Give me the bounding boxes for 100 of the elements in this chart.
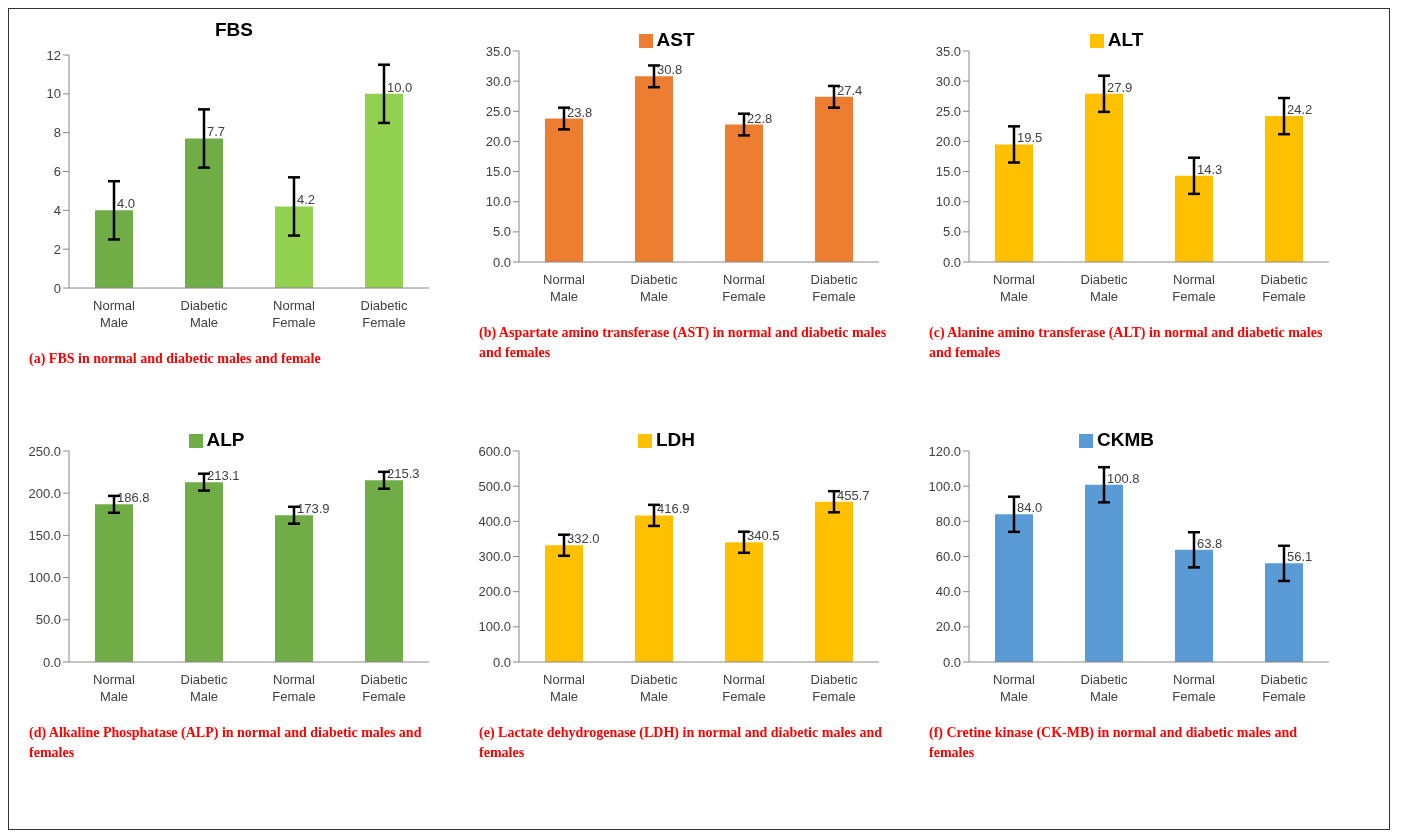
bar (635, 76, 673, 262)
data-label: 215.3 (387, 466, 420, 482)
y-tick-label: 10.0 (485, 194, 511, 210)
x-tick-label: Diabetic Male (1080, 272, 1128, 304)
y-tick-label: 25.0 (935, 103, 961, 119)
y-tick-label: 15.0 (485, 164, 511, 180)
bar (1175, 549, 1213, 662)
text: (c) Alanine amino transferase (ALT) in normal and diabetic males and females (928, 324, 1324, 362)
y-tick-label: 600.0 (478, 443, 511, 459)
x-tick-label: Normal Male (993, 272, 1036, 304)
bar (1265, 563, 1303, 662)
bar (95, 210, 133, 288)
y-tick-label: 10 (46, 86, 61, 102)
text: (a) FBS in normal and diabetic males and female (28, 350, 322, 368)
y-tick-label: 60.0 (935, 549, 961, 565)
bar (995, 514, 1033, 662)
x-tick-label: Diabetic Female (810, 272, 858, 304)
bar (1175, 175, 1213, 262)
legend-label: ALP (206, 429, 245, 450)
y-tick-label: 0.0 (942, 654, 961, 670)
x-tick-label: Normal Male (993, 672, 1036, 704)
data-label: 340.5 (747, 528, 780, 544)
y-tick-label: 4 (53, 202, 61, 218)
data-label: 416.9 (657, 501, 690, 517)
x-tick-label: Diabetic Male (180, 672, 228, 704)
y-tick-label: 0.0 (492, 254, 511, 270)
y-tick-label: 0.0 (492, 654, 511, 670)
y-tick-label: 20.0 (485, 134, 511, 150)
y-tick-label: 150.0 (28, 528, 61, 544)
data-label: 56.1 (1287, 549, 1313, 565)
bar (545, 118, 583, 262)
x-tick-label: Diabetic Male (630, 272, 678, 304)
y-tick-label: 100.0 (928, 478, 961, 494)
x-tick-label: Normal Female (1172, 672, 1216, 704)
bar (1265, 116, 1303, 262)
x-tick-label: Diabetic Female (360, 672, 408, 704)
y-tick-label: 20.0 (935, 619, 961, 635)
y-tick-label: 5.0 (942, 224, 961, 240)
data-label: 4.0 (117, 196, 136, 212)
x-tick-label: Diabetic Male (180, 298, 228, 330)
bar (365, 480, 403, 662)
x-tick-label: Normal Male (93, 298, 136, 330)
bar (815, 96, 853, 262)
data-label: 27.9 (1107, 79, 1133, 95)
y-tick-label: 0.0 (942, 254, 961, 270)
y-tick-label: 30.0 (935, 73, 961, 89)
x-tick-label: Diabetic Female (810, 672, 858, 704)
data-label: 19.5 (1017, 130, 1043, 146)
data-label: 332.0 (567, 531, 600, 547)
y-tick-label: 300.0 (478, 549, 511, 565)
bar (995, 144, 1033, 262)
x-tick-label: Normal Female (722, 672, 766, 704)
text: (d) Alkaline Phosphatase (ALP) in normal and diabetic males and females (28, 724, 423, 762)
data-label: 84.0 (1017, 500, 1043, 516)
y-tick-label: 120.0 (928, 443, 961, 459)
y-tick-label: 0.0 (42, 654, 61, 670)
bar (95, 504, 133, 662)
data-label: 22.8 (747, 110, 773, 126)
data-label: 14.3 (1197, 161, 1223, 177)
bar (365, 93, 403, 288)
data-label: 30.8 (657, 62, 683, 78)
x-tick-label: Normal Female (722, 272, 766, 304)
bar (1085, 484, 1123, 662)
y-tick-label: 400.0 (478, 513, 511, 529)
x-tick-label: Diabetic Female (1260, 672, 1308, 704)
legend-label: AST (656, 29, 695, 50)
legend-label: LDH (655, 429, 696, 450)
y-tick-label: 10.0 (935, 194, 961, 210)
bar (185, 482, 223, 662)
text: (b) Aspartate amino transferase (AST) in normal and diabetic males and females (478, 324, 888, 362)
x-tick-label: Normal Female (272, 672, 316, 704)
legend-label: CKMB (1097, 429, 1154, 450)
bar (635, 515, 673, 662)
y-tick-label: 30.0 (485, 73, 511, 89)
y-tick-label: 6 (53, 164, 61, 180)
y-tick-label: 200.0 (28, 485, 61, 501)
x-tick-label: Normal Female (272, 298, 316, 330)
y-tick-label: 35.0 (485, 43, 511, 59)
data-label: 173.9 (297, 501, 330, 517)
text: (e) Lactate dehydrogenase (LDH) in normal and diabetic males and females (478, 724, 883, 762)
y-tick-label: 0 (53, 280, 61, 296)
data-label: 63.8 (1197, 535, 1223, 551)
data-label: 213.1 (207, 468, 240, 484)
bar (815, 501, 853, 662)
x-tick-label: Diabetic Female (360, 298, 408, 330)
x-tick-label: Diabetic Male (630, 672, 678, 704)
x-tick-label: Diabetic Male (1080, 672, 1128, 704)
y-tick-label: 20.0 (935, 134, 961, 150)
bar (275, 515, 313, 662)
y-tick-label: 50.0 (35, 612, 61, 628)
bar (275, 206, 313, 288)
data-label: 27.4 (837, 82, 863, 98)
data-label: 186.8 (117, 490, 150, 506)
data-label: 4.2 (297, 192, 316, 208)
x-tick-label: Normal Male (543, 272, 586, 304)
data-label: 100.8 (1107, 470, 1140, 486)
y-tick-label: 5.0 (492, 224, 511, 240)
data-label: 455.7 (837, 487, 870, 503)
y-tick-label: 40.0 (935, 584, 961, 600)
y-tick-label: 500.0 (478, 478, 511, 494)
